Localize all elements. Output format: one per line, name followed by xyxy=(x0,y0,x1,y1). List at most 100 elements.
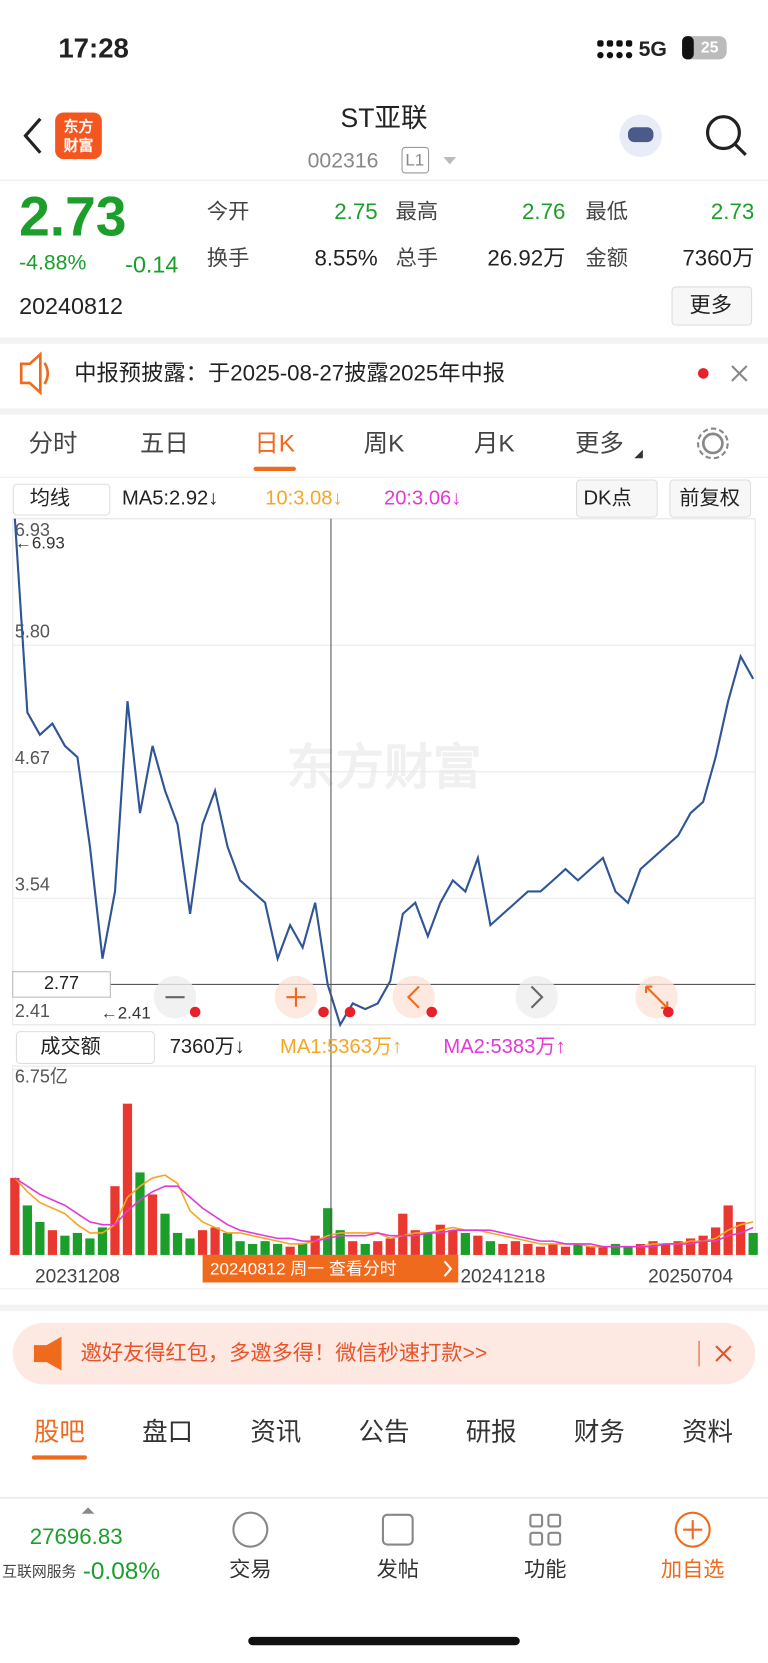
volume-bar xyxy=(147,1194,158,1255)
change-pct: -4.88% xyxy=(19,251,87,275)
crosshair-value: 2.77 xyxy=(44,973,79,993)
nav-item[interactable]: 加自选 xyxy=(660,1558,725,1582)
volume-bar xyxy=(623,1246,633,1255)
section-tab[interactable]: 研报 xyxy=(465,1418,517,1447)
scroll-right[interactable] xyxy=(515,975,558,1019)
field-value: 26.92万 xyxy=(487,246,566,272)
chart-tools xyxy=(153,975,678,1019)
scroll-left[interactable] xyxy=(392,975,435,1019)
period-tab[interactable]: 五日 xyxy=(140,429,189,457)
speaker-wave xyxy=(43,362,50,385)
volume-bar xyxy=(22,1205,32,1255)
date: 20240812 xyxy=(19,292,123,320)
function-icon xyxy=(529,1513,562,1546)
battery-level xyxy=(682,36,694,60)
volume-bar xyxy=(298,1243,308,1255)
avatar-face xyxy=(627,127,654,143)
volume-bar xyxy=(335,1230,345,1255)
banner-bg[interactable] xyxy=(12,1322,756,1385)
search-handle xyxy=(734,143,747,157)
section-tab[interactable]: 财务 xyxy=(573,1418,625,1447)
ma-line xyxy=(14,1177,754,1248)
index-change[interactable]: -0.08% xyxy=(82,1556,161,1585)
volume-bar xyxy=(135,1172,145,1255)
period-tab-active[interactable]: 日K xyxy=(254,429,296,457)
volume-bar xyxy=(398,1213,408,1255)
volume-bar xyxy=(573,1243,583,1255)
index-value[interactable]: 27696.83 xyxy=(29,1524,123,1550)
volume-bar xyxy=(660,1243,671,1255)
volume-bar xyxy=(285,1246,295,1255)
crosshair-date-box[interactable] xyxy=(202,1254,459,1283)
volume-bar xyxy=(222,1232,233,1255)
more-button[interactable] xyxy=(671,286,753,326)
section-tab[interactable]: 资讯 xyxy=(250,1418,302,1447)
adjust-button[interactable] xyxy=(669,479,752,518)
price: 2.73 xyxy=(19,186,127,249)
nav-item[interactable]: 交易 xyxy=(229,1558,272,1582)
search-icon[interactable] xyxy=(705,115,741,151)
section-tab[interactable]: 资料 xyxy=(682,1418,734,1447)
dk-label[interactable]: DK点 xyxy=(583,487,632,510)
period-tab[interactable]: 月K xyxy=(473,429,515,457)
separator xyxy=(0,337,768,344)
volume-bar xyxy=(373,1241,383,1255)
nav-item[interactable]: 发帖 xyxy=(376,1558,420,1582)
volume-bar xyxy=(598,1246,608,1255)
ma20: 20:3.06↓ xyxy=(384,487,462,510)
field-label: 金额 xyxy=(585,247,628,271)
volume-bar xyxy=(410,1230,420,1255)
period-tab[interactable]: 更多 xyxy=(574,429,624,457)
adjust-label[interactable]: 前复权 xyxy=(679,487,740,510)
volume-bar xyxy=(197,1230,208,1255)
settings-icon[interactable] xyxy=(701,432,724,455)
field-value: 2.73 xyxy=(710,199,755,225)
volume-bar xyxy=(585,1246,596,1255)
crosshair-date[interactable]: 20240812 周一 查看分时 xyxy=(210,1259,397,1278)
logo-text: 财富 xyxy=(63,136,94,154)
volume-bar xyxy=(85,1238,95,1255)
section-tab[interactable]: 公告 xyxy=(358,1418,410,1447)
clock: 17:28 xyxy=(58,31,129,64)
back-button[interactable] xyxy=(23,117,42,154)
dropdown-caret[interactable] xyxy=(443,156,457,165)
chevron xyxy=(443,1260,453,1277)
period-tab[interactable]: 分时 xyxy=(28,429,78,457)
up-caret xyxy=(81,1507,95,1514)
section-tab[interactable]: 盘口 xyxy=(142,1418,194,1447)
speaker-icon xyxy=(19,351,42,396)
close-notice[interactable] xyxy=(731,365,748,382)
dk-button[interactable] xyxy=(576,479,658,518)
signal-icon xyxy=(597,40,633,59)
banner-close[interactable] xyxy=(715,1345,732,1362)
field-label: 最低 xyxy=(585,200,628,224)
volume-bar xyxy=(348,1241,358,1255)
indicator[interactable]: 均线 xyxy=(29,487,71,510)
indicator-select[interactable] xyxy=(12,483,111,516)
more-label[interactable]: 更多 xyxy=(689,293,732,318)
notice[interactable]: 中报预披露：于2025-08-27披露2025年中报 xyxy=(74,361,506,386)
price-line xyxy=(13,518,755,1028)
volume-bar xyxy=(172,1232,183,1255)
x-tick-label: 20241218 xyxy=(460,1266,545,1287)
volume-indicator[interactable]: 成交额 xyxy=(40,1035,101,1059)
volume-bar xyxy=(160,1213,170,1255)
index-name[interactable]: 互联网服务 xyxy=(2,1562,77,1580)
volume-bar xyxy=(360,1243,370,1255)
volume-bar xyxy=(548,1243,558,1255)
period-tab[interactable]: 周K xyxy=(363,429,405,457)
field-label: 换手 xyxy=(206,247,250,271)
y-tick-label: 6.75亿 xyxy=(15,1067,68,1087)
nav-item[interactable]: 功能 xyxy=(524,1558,567,1582)
x-tick-label: 20250704 xyxy=(648,1266,733,1287)
banner-text[interactable]: 邀好友得红包，多邀多得！微信秒速打款>> xyxy=(80,1341,488,1366)
level-box xyxy=(401,146,430,174)
add-plus xyxy=(683,1520,703,1540)
volume-bar xyxy=(97,1227,108,1255)
volume-bar xyxy=(273,1243,283,1255)
volume-current: 7360万↓ xyxy=(169,1035,245,1059)
network: 5G xyxy=(638,38,667,62)
volume-select[interactable] xyxy=(15,1031,155,1064)
section-tab-active[interactable]: 股吧 xyxy=(33,1418,85,1447)
volume-bar xyxy=(485,1241,495,1255)
